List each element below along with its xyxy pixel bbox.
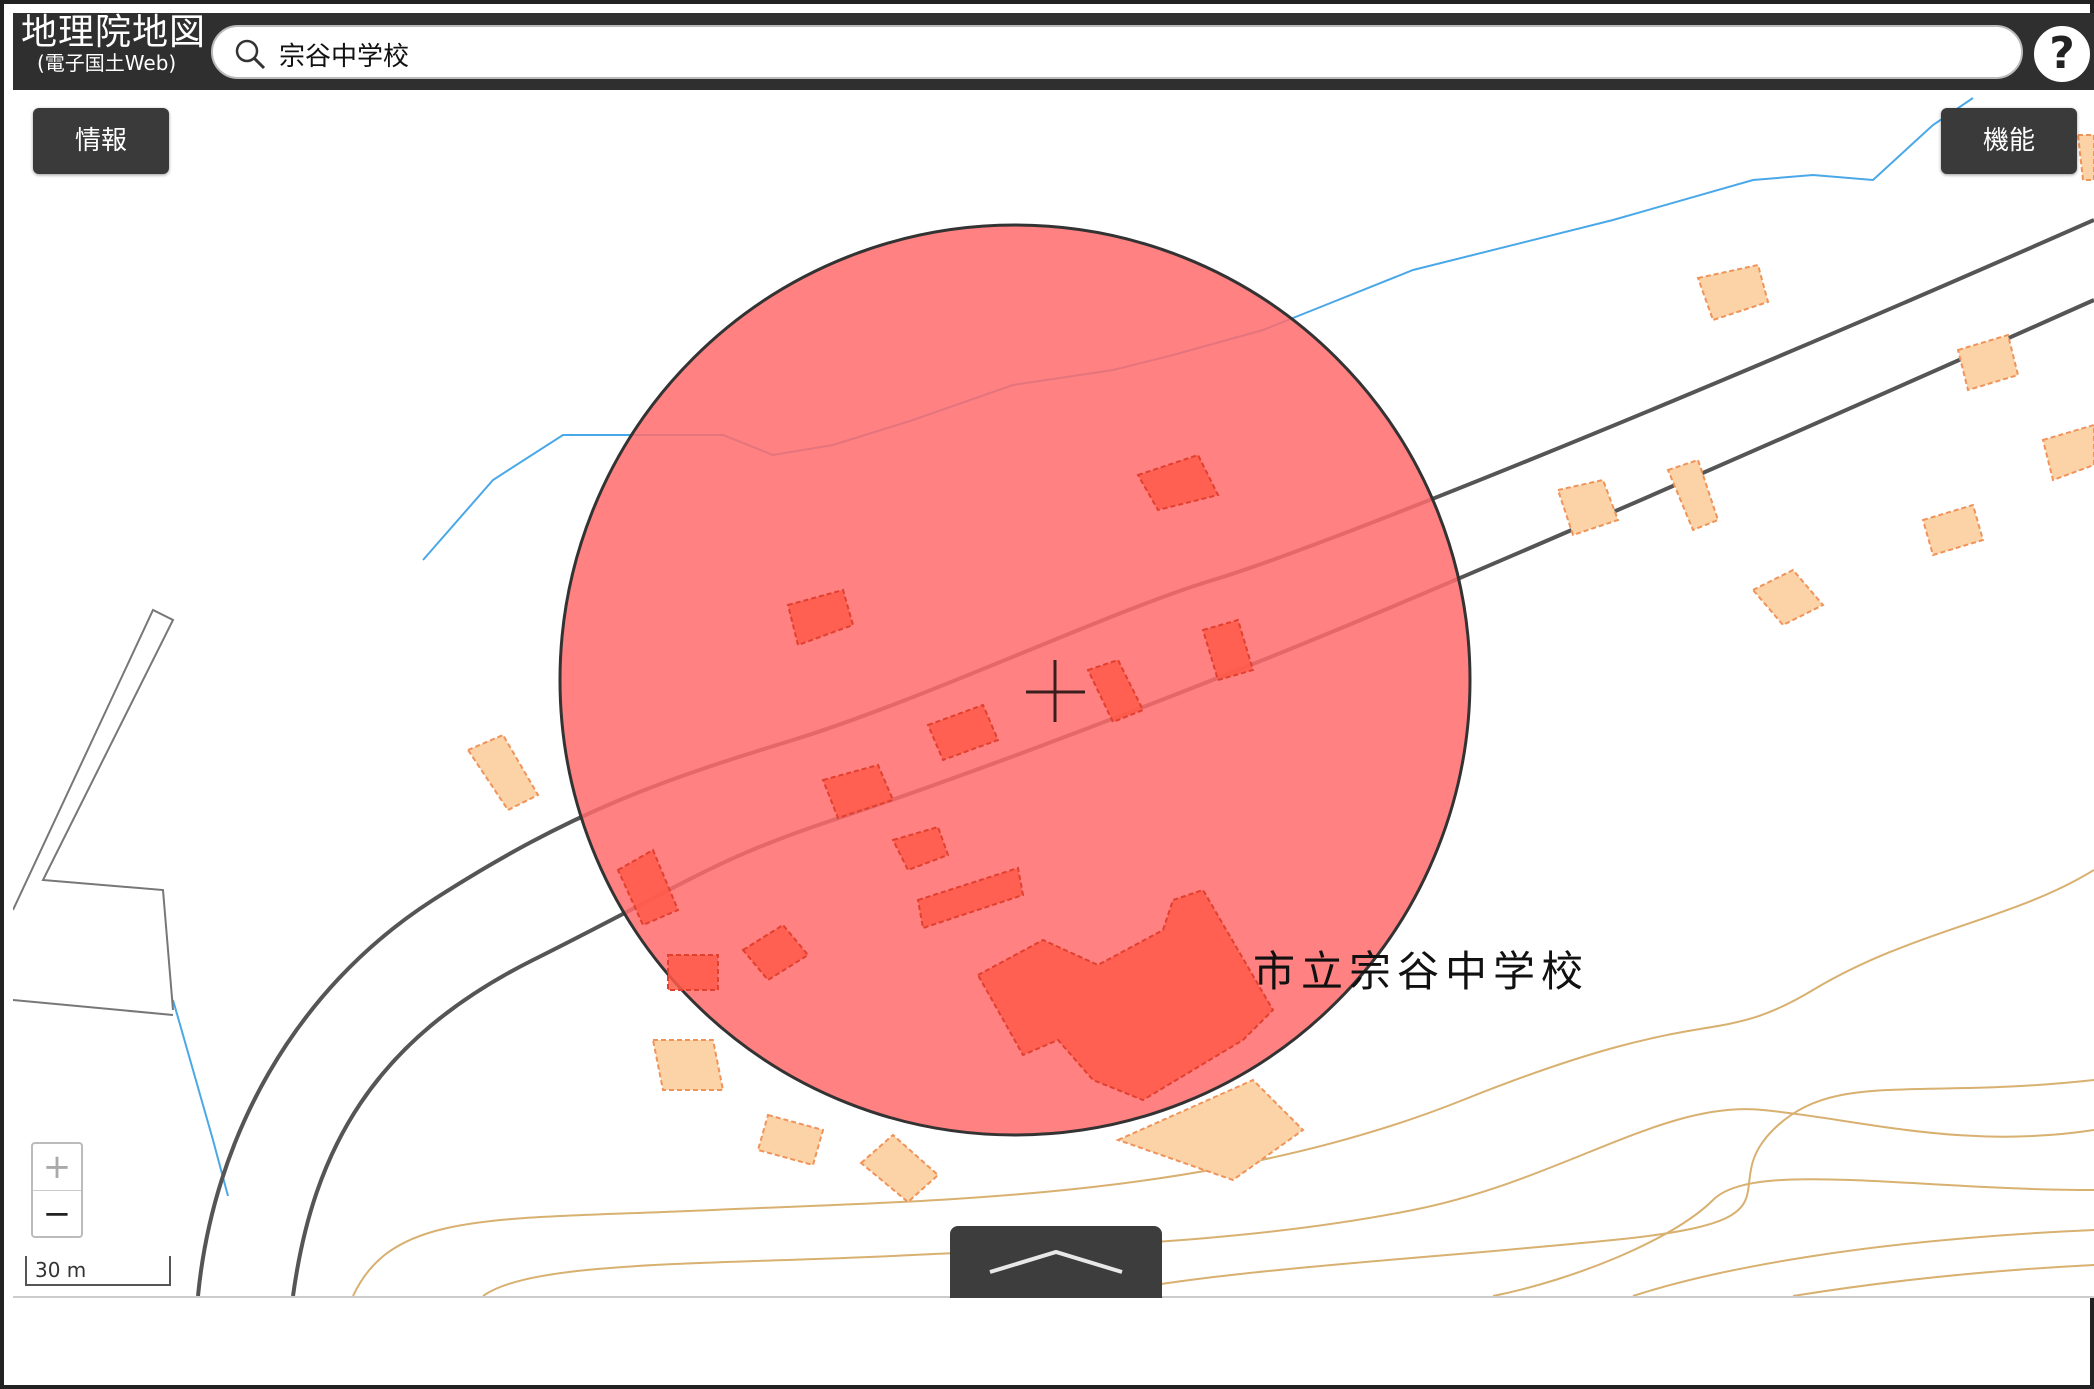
buildings-inside-circle bbox=[616, 453, 1275, 1102]
zoom-out-button[interactable]: − bbox=[42, 1194, 72, 1234]
map-canvas[interactable]: 情報 機能 市立宗谷中学校 + − 30 m bbox=[13, 90, 2094, 1296]
logo-sub-text: (電子国土Web) bbox=[37, 51, 177, 75]
contour-lines bbox=[352, 869, 2094, 1296]
map-layer bbox=[13, 97, 2094, 1296]
info-button[interactable]: 情報 bbox=[33, 108, 169, 174]
search-input[interactable] bbox=[277, 33, 1981, 75]
scale-bar: 30 m bbox=[25, 1256, 171, 1286]
chevron-up-icon bbox=[989, 1249, 1123, 1274]
header-bar: 地理院地図 (電子国土Web) ? bbox=[13, 13, 2094, 90]
app-logo[interactable]: 地理院地図 (電子国土Web) bbox=[21, 12, 207, 75]
help-button[interactable]: ? bbox=[2031, 23, 2093, 85]
zoom-control: + − bbox=[31, 1142, 83, 1238]
search-icon[interactable] bbox=[233, 37, 267, 71]
crosshair-icon bbox=[1026, 660, 1085, 722]
search-box[interactable] bbox=[211, 25, 2023, 79]
zoom-in-button[interactable]: + bbox=[33, 1144, 81, 1191]
buildings bbox=[466, 134, 2094, 1204]
footpaths bbox=[13, 608, 175, 1016]
logo-main-text: 地理院地図 bbox=[21, 12, 207, 53]
scale-label: 30 m bbox=[35, 1258, 87, 1282]
place-label: 市立宗谷中学校 bbox=[1253, 947, 1590, 996]
buffer-circle bbox=[558, 223, 1472, 1137]
expand-panel-button[interactable] bbox=[950, 1226, 1162, 1298]
function-button[interactable]: 機能 bbox=[1941, 108, 2077, 174]
